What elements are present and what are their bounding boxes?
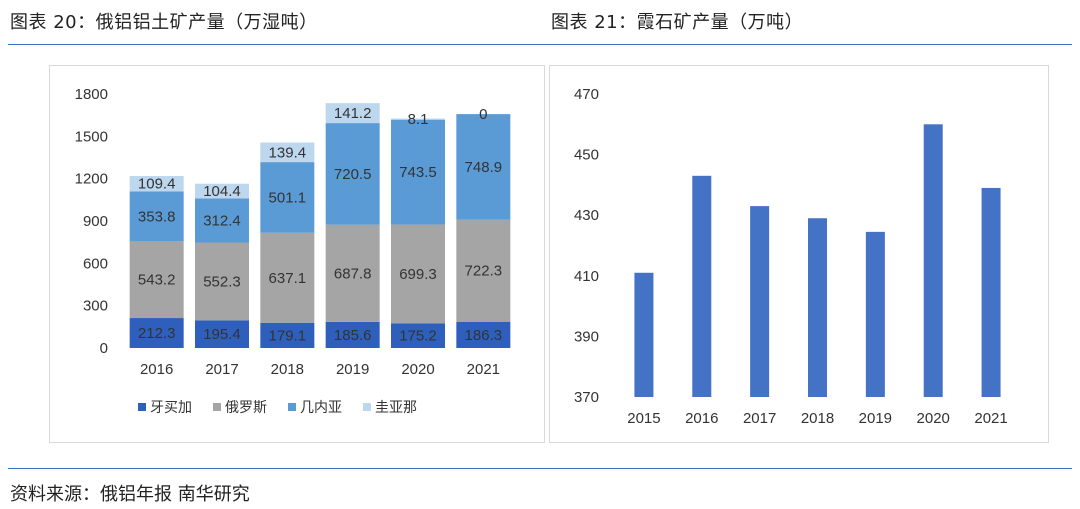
- x-tick-label: 2016: [685, 410, 718, 427]
- source-note: 资料来源：俄铝年报 南华研究: [10, 484, 250, 505]
- bar-segment: [129, 176, 184, 192]
- x-tick-label: 2017: [743, 410, 776, 427]
- legend-label: 圭亚那: [375, 399, 417, 415]
- bar-segment: [325, 224, 380, 322]
- bar: [634, 272, 654, 397]
- x-tick-label: 2020: [401, 361, 434, 378]
- bar-segment: [195, 320, 249, 348]
- data-label: 312.4: [203, 212, 241, 229]
- data-label: 175.2: [399, 328, 437, 345]
- bar-segment: [195, 198, 249, 243]
- bar: [692, 175, 712, 397]
- data-label: 720.5: [334, 166, 372, 183]
- x-tick-label: 2015: [627, 410, 660, 427]
- bar-segment: [391, 323, 445, 348]
- bar-segment: [391, 118, 445, 120]
- data-label: 212.3: [138, 325, 176, 342]
- x-tick-label: 2020: [917, 410, 950, 427]
- legend-swatch: [138, 403, 146, 411]
- y-tick-label: 300: [83, 298, 108, 315]
- bar-segment: [260, 142, 315, 163]
- data-label: 104.4: [203, 183, 241, 200]
- left-figure-title: 图表 20：俄铝铝土矿产量（万湿吨）: [10, 12, 318, 33]
- nepheline-bar-chart: 370 390 410 430 450 470 2015 2016 2017 2018 2019 20…: [574, 86, 1008, 427]
- data-label: 109.4: [138, 176, 176, 193]
- bar-segment: [195, 183, 249, 199]
- data-label: 139.4: [269, 144, 307, 161]
- bar-segment: [325, 321, 380, 348]
- legend-swatch: [288, 403, 296, 411]
- right-chart-panel: 370 390 410 430 450 470 2015 2016 2017 2018 2019 20…: [549, 65, 1049, 443]
- bar-segment: [195, 242, 249, 321]
- bar-segment: [391, 224, 445, 324]
- legend-label: 牙买加: [150, 399, 192, 415]
- x-tick-label: 2018: [801, 410, 834, 427]
- data-label: 501.1: [269, 189, 307, 206]
- bar-segment: [260, 322, 315, 348]
- x-tick-label: 2016: [140, 361, 173, 378]
- data-label: 0: [479, 106, 487, 123]
- x-tick-label: 2018: [271, 361, 304, 378]
- bar-segment: [129, 241, 184, 319]
- data-label: 687.8: [334, 265, 372, 282]
- data-label: 141.2: [334, 105, 372, 122]
- bottom-rule: [8, 468, 1072, 469]
- y-tick-label: 0: [100, 340, 108, 357]
- data-label: 8.1: [408, 111, 429, 128]
- data-label: 353.8: [138, 208, 176, 225]
- bar: [750, 206, 770, 397]
- legend-swatch: [213, 403, 221, 411]
- data-label: 195.4: [203, 326, 241, 343]
- data-label: 637.1: [269, 270, 307, 287]
- bauxite-stacked-bar-chart: 0 300 600 900 1200 1500 1800 212.3 543.2 353.8 109…: [75, 86, 511, 415]
- bar-segment: [325, 103, 380, 124]
- bar-segment: [260, 232, 315, 323]
- data-label: 748.9: [465, 159, 503, 176]
- data-label: 543.2: [138, 272, 176, 289]
- data-label: 743.5: [399, 164, 437, 181]
- y-tick-label: 900: [83, 213, 108, 230]
- bar-segment: [456, 219, 511, 322]
- bar-segment: [325, 123, 380, 225]
- top-rule: [8, 44, 1072, 45]
- y-tick-label: 450: [574, 147, 599, 164]
- x-tick-label: 2019: [859, 410, 892, 427]
- legend-label: 几内亚: [300, 399, 342, 415]
- data-label: 699.3: [399, 266, 437, 283]
- y-tick-label: 390: [574, 328, 599, 345]
- legend-label: 俄罗斯: [225, 399, 267, 415]
- bar: [808, 218, 827, 397]
- right-figure-title: 图表 21：霞石矿产量（万吨）: [551, 12, 804, 33]
- y-tick-label: 430: [574, 207, 599, 224]
- y-tick-label: 410: [574, 268, 599, 285]
- y-tick-label: 600: [83, 255, 108, 272]
- bar-segment: [456, 321, 511, 348]
- bar: [865, 231, 885, 397]
- y-tick-label: 470: [574, 86, 599, 103]
- bar-segment: [456, 114, 511, 220]
- y-tick-label: 1800: [75, 86, 108, 103]
- data-label: 186.3: [465, 327, 503, 344]
- y-tick-label: 1500: [75, 128, 108, 145]
- x-tick-label: 2017: [205, 361, 238, 378]
- left-chart-panel: 0 300 600 900 1200 1500 1800 212.3 543.2 353.8 109…: [49, 65, 545, 443]
- data-label: 179.1: [269, 327, 307, 344]
- bar-segment: [129, 191, 184, 242]
- bar: [923, 124, 943, 398]
- legend-swatch: [363, 403, 371, 411]
- bar-segment: [391, 119, 445, 225]
- bar-segment: [260, 162, 315, 233]
- data-label: 552.3: [203, 273, 241, 290]
- x-tick-label: 2021: [974, 410, 1007, 427]
- y-tick-label: 370: [574, 389, 599, 406]
- bar-segment: [129, 318, 184, 348]
- x-tick-label: 2021: [467, 361, 500, 378]
- y-tick-label: 1200: [75, 171, 108, 188]
- data-label: 722.3: [465, 263, 503, 280]
- bar: [981, 187, 1001, 397]
- x-tick-label: 2019: [336, 361, 369, 378]
- data-label: 185.6: [334, 327, 372, 344]
